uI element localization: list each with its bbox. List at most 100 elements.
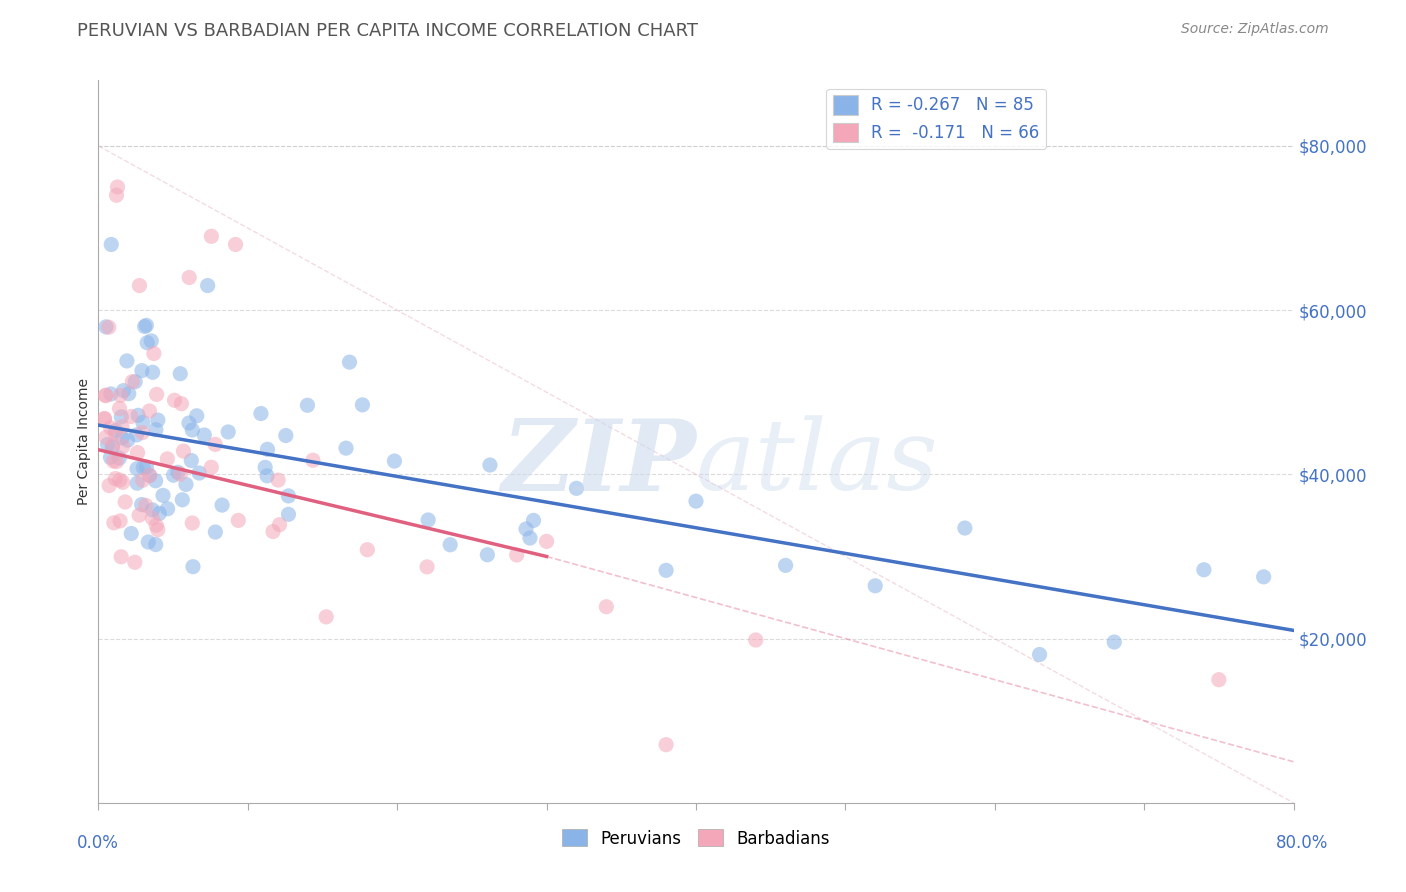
Point	[478, 458, 501, 472]
Point	[101, 440, 124, 454]
Point	[124, 555, 146, 569]
Point	[536, 534, 558, 549]
Point	[953, 521, 976, 535]
Point	[94, 430, 117, 444]
Point	[315, 610, 337, 624]
Point	[100, 387, 122, 401]
Point	[170, 397, 193, 411]
Point	[100, 450, 122, 465]
Point	[105, 455, 128, 469]
Point	[439, 538, 461, 552]
Text: atlas: atlas	[696, 416, 939, 511]
Point	[297, 398, 319, 412]
Point	[120, 526, 142, 541]
Point	[204, 437, 226, 451]
Point	[131, 425, 153, 440]
Point	[204, 524, 226, 539]
Point	[339, 355, 361, 369]
Point	[110, 388, 132, 402]
Point	[127, 409, 149, 423]
Point	[1104, 635, 1126, 649]
Point	[93, 411, 115, 425]
Point	[352, 398, 374, 412]
Point	[200, 229, 222, 244]
Point	[152, 488, 174, 502]
Point	[105, 188, 128, 202]
Point	[135, 318, 157, 333]
Point	[127, 445, 149, 459]
Point	[179, 270, 201, 285]
Point	[98, 478, 121, 492]
Point	[94, 389, 117, 403]
Text: Source: ZipAtlas.com: Source: ZipAtlas.com	[1181, 22, 1329, 37]
Point	[226, 513, 249, 527]
Point	[97, 320, 120, 334]
Point	[162, 468, 184, 483]
Y-axis label: Per Capita Income: Per Capita Income	[77, 378, 91, 505]
Point	[256, 468, 278, 483]
Point	[775, 558, 797, 573]
Point	[156, 451, 179, 466]
Point	[138, 468, 160, 483]
Point	[262, 524, 284, 539]
Point	[269, 517, 291, 532]
Point	[145, 387, 167, 401]
Point	[172, 492, 194, 507]
Point	[167, 465, 190, 479]
Point	[172, 444, 194, 458]
Point	[145, 537, 167, 551]
Point	[163, 393, 186, 408]
Point	[131, 364, 153, 378]
Point	[128, 508, 150, 523]
Point	[141, 334, 163, 348]
Point	[156, 501, 179, 516]
Point	[277, 489, 299, 503]
Point	[1253, 570, 1275, 584]
Point	[127, 476, 149, 491]
Point	[1028, 648, 1050, 662]
Point	[110, 549, 132, 564]
Point	[108, 451, 131, 466]
Point	[146, 523, 169, 537]
Point	[108, 473, 131, 487]
Point	[181, 516, 204, 530]
Point	[685, 494, 707, 508]
Point	[169, 467, 191, 482]
Point	[254, 460, 277, 475]
Point	[277, 508, 299, 522]
Point	[136, 535, 159, 549]
Point	[104, 472, 127, 486]
Point	[655, 738, 678, 752]
Point	[416, 560, 439, 574]
Point	[302, 453, 325, 467]
Point	[94, 388, 117, 402]
Point	[335, 441, 357, 455]
Point	[169, 367, 191, 381]
Point	[180, 453, 202, 467]
Point	[595, 599, 617, 614]
Point	[181, 423, 204, 437]
Point	[97, 437, 120, 451]
Legend: R = -0.267   N = 85, R =  -0.171   N = 66: R = -0.267 N = 85, R = -0.171 N = 66	[827, 88, 1046, 149]
Point	[117, 434, 139, 448]
Point	[1192, 563, 1215, 577]
Point	[418, 513, 440, 527]
Point	[506, 548, 529, 562]
Point	[101, 438, 124, 452]
Point	[145, 423, 167, 437]
Point	[93, 412, 115, 426]
Point	[114, 495, 136, 509]
Point	[384, 454, 406, 468]
Point	[104, 426, 127, 441]
Point	[181, 559, 204, 574]
Point	[104, 424, 127, 438]
Point	[142, 346, 165, 360]
Point	[136, 335, 159, 350]
Text: 80.0%: 80.0%	[1277, 834, 1329, 852]
Point	[115, 354, 138, 368]
Point	[118, 386, 141, 401]
Point	[132, 460, 155, 475]
Point	[141, 503, 163, 517]
Point	[107, 180, 129, 194]
Point	[186, 409, 208, 423]
